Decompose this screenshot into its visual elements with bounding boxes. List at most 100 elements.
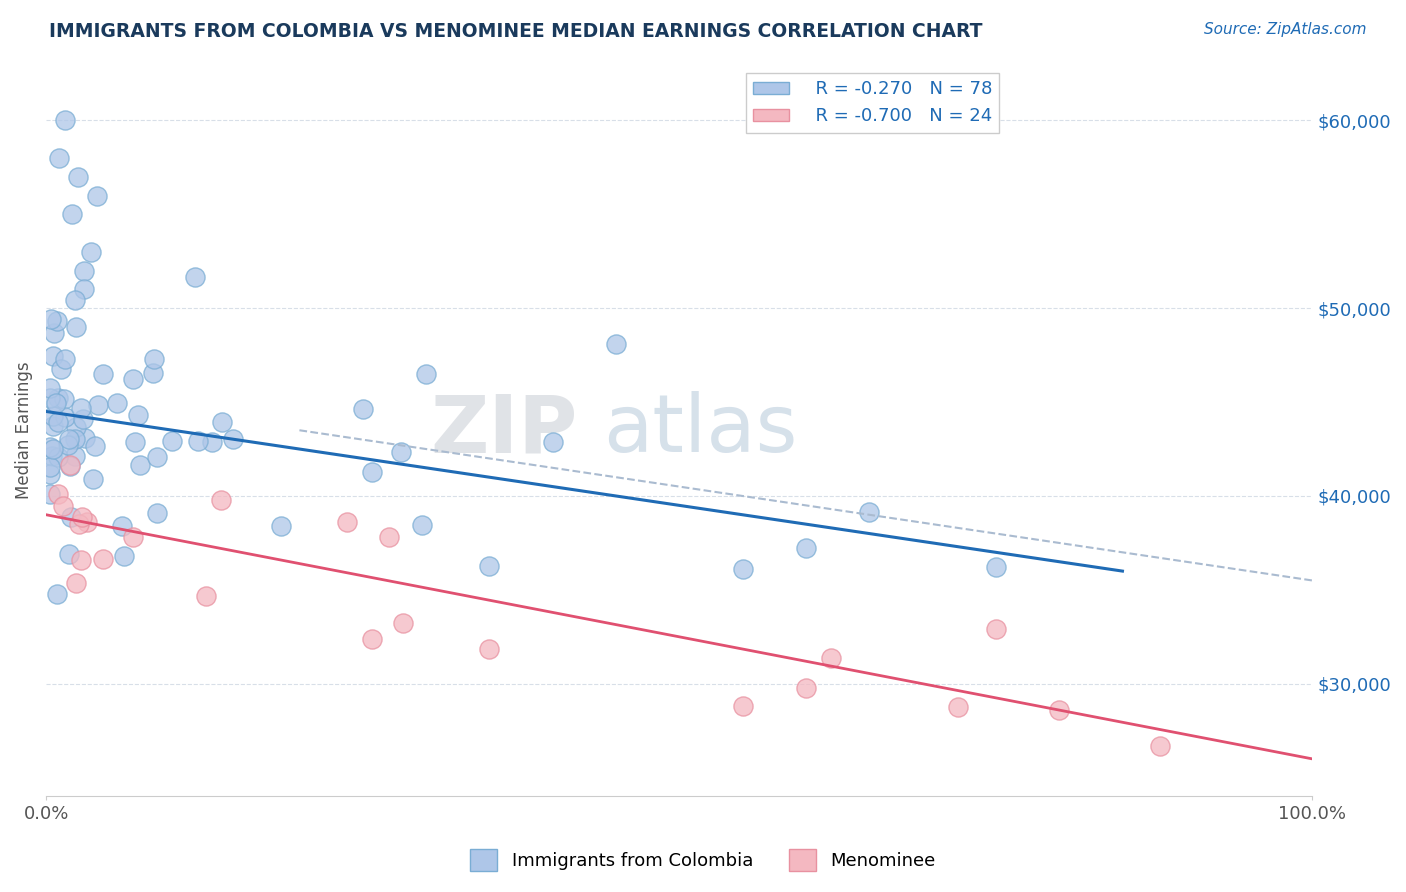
- Point: [270, 518, 292, 533]
- Point: [39, 381, 62, 395]
- Point: [46, 587, 69, 601]
- Point: [111, 519, 134, 533]
- Point: [55, 410, 77, 425]
- Legend:   R = -0.270   N = 78,   R = -0.700   N = 24: R = -0.270 N = 78, R = -0.700 N = 24: [747, 73, 1000, 133]
- Point: [107, 396, 129, 410]
- Legend: Immigrants from Colombia, Menominee: Immigrants from Colombia, Menominee: [463, 842, 943, 879]
- Point: [60, 207, 83, 221]
- Point: [1149, 739, 1171, 754]
- Point: [58, 458, 80, 472]
- Point: [984, 559, 1007, 574]
- Point: [352, 402, 374, 417]
- Point: [39, 311, 62, 326]
- Point: [195, 589, 218, 603]
- Point: [41, 349, 63, 363]
- Point: [361, 632, 384, 646]
- Point: [65, 419, 87, 434]
- Point: [184, 269, 207, 284]
- Point: [91, 367, 114, 381]
- Point: [41, 419, 63, 434]
- Point: [76, 515, 98, 529]
- Point: [122, 530, 145, 544]
- Point: [129, 458, 152, 472]
- Point: [65, 576, 87, 591]
- Point: [201, 435, 224, 450]
- Point: [731, 699, 754, 714]
- Point: [49, 361, 72, 376]
- Point: [82, 472, 104, 486]
- Point: [41, 442, 63, 457]
- Point: [984, 622, 1007, 636]
- Point: [73, 282, 96, 296]
- Point: [187, 434, 209, 449]
- Point: [39, 440, 62, 454]
- Point: [48, 151, 70, 165]
- Point: [221, 432, 243, 446]
- Point: [39, 391, 62, 405]
- Point: [377, 530, 399, 544]
- Point: [67, 516, 90, 531]
- Point: [478, 642, 501, 657]
- Point: [794, 681, 817, 695]
- Point: [336, 515, 359, 529]
- Point: [392, 615, 415, 630]
- Point: [75, 431, 97, 445]
- Point: [42, 326, 65, 340]
- Point: [83, 439, 105, 453]
- Point: [42, 409, 65, 423]
- Point: [360, 465, 382, 479]
- Point: [72, 412, 94, 426]
- Point: [59, 458, 82, 473]
- Text: atlas: atlas: [603, 392, 797, 469]
- Point: [122, 372, 145, 386]
- Point: [69, 401, 91, 415]
- Point: [160, 434, 183, 448]
- Point: [39, 467, 62, 482]
- Point: [820, 651, 842, 665]
- Point: [58, 432, 80, 446]
- Point: [605, 337, 627, 351]
- Point: [858, 505, 880, 519]
- Point: [58, 547, 80, 561]
- Point: [46, 314, 69, 328]
- Point: [211, 415, 233, 429]
- Point: [87, 399, 110, 413]
- Point: [46, 392, 69, 406]
- Point: [146, 506, 169, 520]
- Point: [53, 113, 76, 128]
- Point: [541, 435, 564, 450]
- Point: [209, 493, 232, 508]
- Point: [53, 392, 76, 407]
- Point: [124, 435, 146, 450]
- Point: [79, 244, 101, 259]
- Point: [73, 263, 96, 277]
- Point: [70, 510, 93, 524]
- Text: Source: ZipAtlas.com: Source: ZipAtlas.com: [1204, 22, 1367, 37]
- Point: [946, 700, 969, 714]
- Point: [91, 552, 114, 566]
- Point: [65, 320, 87, 334]
- Point: [53, 352, 76, 367]
- Point: [65, 449, 87, 463]
- Point: [794, 541, 817, 556]
- Point: [478, 558, 501, 573]
- Point: [411, 518, 433, 533]
- Point: [63, 432, 86, 446]
- Point: [46, 415, 69, 429]
- Point: [39, 487, 62, 501]
- Point: [142, 367, 165, 381]
- Point: [1047, 703, 1070, 717]
- Point: [143, 351, 166, 366]
- Point: [46, 450, 69, 464]
- Point: [41, 449, 63, 463]
- Point: [52, 500, 75, 514]
- Point: [127, 408, 149, 422]
- Point: [70, 553, 93, 567]
- Point: [112, 549, 135, 564]
- Point: [63, 293, 86, 308]
- Text: ZIP: ZIP: [430, 392, 578, 469]
- Text: IMMIGRANTS FROM COLOMBIA VS MENOMINEE MEDIAN EARNINGS CORRELATION CHART: IMMIGRANTS FROM COLOMBIA VS MENOMINEE ME…: [49, 22, 983, 41]
- Point: [389, 444, 412, 458]
- Y-axis label: Median Earnings: Median Earnings: [15, 361, 32, 499]
- Point: [46, 487, 69, 501]
